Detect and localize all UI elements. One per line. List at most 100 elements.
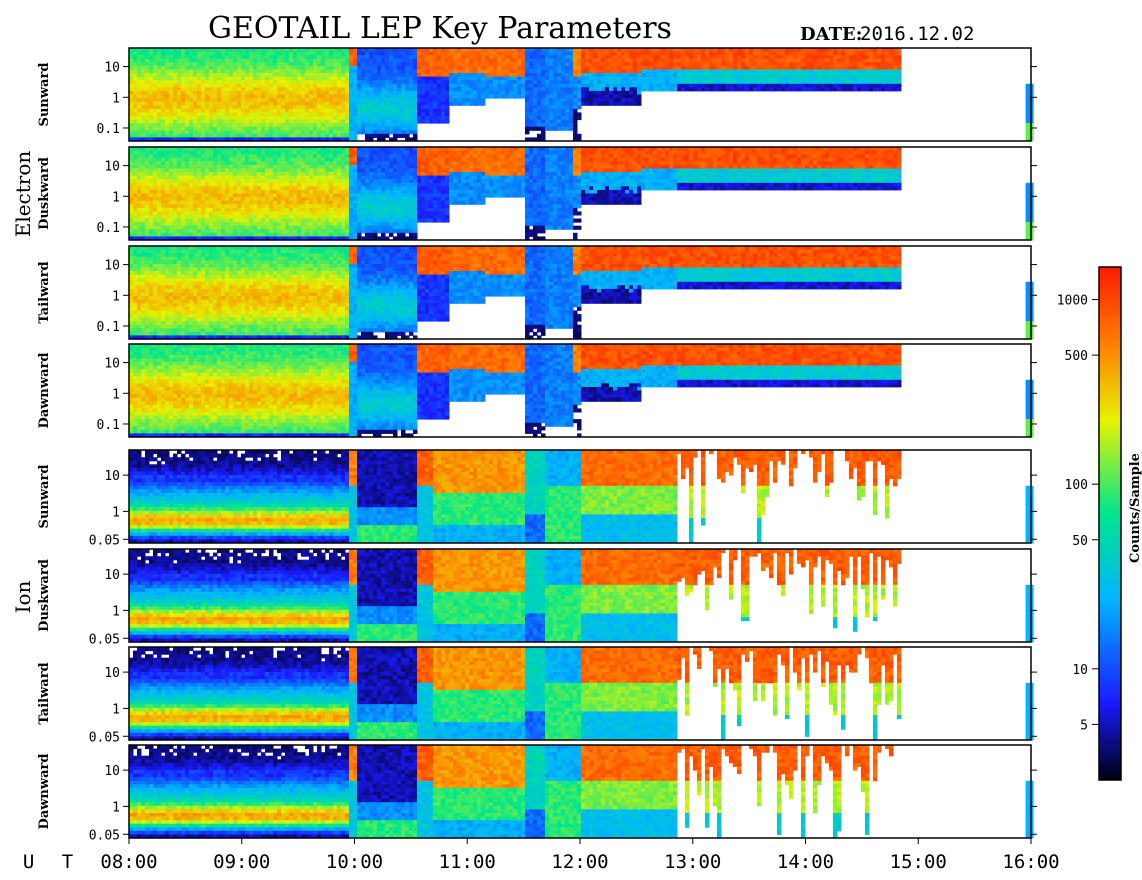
spectrogram-cell bbox=[161, 55, 166, 59]
spectrogram-cell bbox=[273, 109, 278, 113]
spectrogram-cell bbox=[141, 208, 146, 212]
spectrogram-cell bbox=[177, 229, 182, 233]
spectrogram-cell bbox=[413, 59, 418, 63]
spectrogram-cell bbox=[333, 102, 338, 106]
spectrogram-cell bbox=[273, 95, 278, 99]
spectrogram-cell bbox=[181, 116, 186, 120]
spectrogram-cell bbox=[513, 52, 518, 56]
spectrogram-cell bbox=[377, 55, 382, 59]
spectrogram-cell bbox=[165, 215, 170, 219]
spectrogram-cell bbox=[601, 95, 606, 99]
spectrogram-cell bbox=[625, 77, 630, 81]
spectrogram-cell bbox=[845, 66, 850, 70]
spectrogram-cell bbox=[493, 70, 498, 74]
spectrogram-cell bbox=[181, 201, 186, 205]
spectrogram-cell bbox=[253, 186, 258, 190]
spectrogram-cell bbox=[153, 77, 158, 81]
spectrogram-cell bbox=[401, 80, 406, 84]
spectrogram-cell bbox=[761, 73, 766, 77]
spectrogram-cell bbox=[561, 95, 566, 99]
spectrogram-cell bbox=[325, 102, 330, 106]
spectrogram-cell bbox=[297, 52, 302, 56]
spectrogram-cell bbox=[337, 127, 342, 131]
spectrogram-cell bbox=[209, 190, 214, 194]
spectrogram-cell bbox=[209, 183, 214, 187]
spectrogram-cell bbox=[417, 105, 422, 109]
spectrogram-cell bbox=[761, 52, 766, 56]
spectrogram-cell bbox=[225, 219, 230, 223]
spectrogram-cell bbox=[253, 73, 258, 77]
spectrogram-cell bbox=[449, 55, 454, 59]
spectrogram-cell bbox=[317, 77, 322, 81]
spectrogram-cell bbox=[841, 59, 846, 63]
spectrogram-cell bbox=[541, 77, 546, 81]
spectrogram-cell bbox=[853, 70, 858, 74]
spectrogram-cell bbox=[489, 87, 494, 91]
spectrogram-cell bbox=[293, 161, 298, 165]
spectrogram-cell bbox=[241, 233, 246, 237]
spectrogram-cell bbox=[205, 59, 210, 63]
spectrogram-cell bbox=[133, 183, 138, 187]
spectrogram-cell bbox=[297, 70, 302, 74]
spectrogram-cell bbox=[265, 95, 270, 99]
spectrogram-cell bbox=[377, 102, 382, 106]
spectrogram-cell bbox=[613, 98, 618, 102]
spectrogram-cell bbox=[681, 80, 686, 84]
spectrogram-cell bbox=[697, 52, 702, 56]
spectrogram-cell bbox=[221, 194, 226, 198]
spectrogram-cell bbox=[529, 80, 534, 84]
spectrogram-cell bbox=[449, 77, 454, 81]
spectrogram-cell bbox=[625, 87, 630, 91]
spectrogram-cell bbox=[197, 52, 202, 56]
spectrogram-cell bbox=[293, 211, 298, 215]
spectrogram-cell bbox=[161, 211, 166, 215]
spectrogram-cell bbox=[249, 172, 254, 176]
spectrogram-cell bbox=[277, 183, 282, 187]
spectrogram-cell bbox=[365, 120, 370, 124]
spectrogram-cell bbox=[301, 233, 306, 237]
spectrogram-cell bbox=[189, 215, 194, 219]
spectrogram-cell bbox=[245, 222, 250, 226]
spectrogram-cell bbox=[245, 190, 250, 194]
spectrogram-cell bbox=[133, 233, 138, 237]
spectrogram-cell bbox=[241, 151, 246, 155]
spectrogram-cell bbox=[173, 176, 178, 180]
spectrogram-cell bbox=[497, 62, 502, 66]
spectrogram-cell bbox=[861, 87, 866, 91]
spectrogram-cell bbox=[245, 208, 250, 212]
spectrogram-cell bbox=[713, 77, 718, 81]
spectrogram-cell bbox=[645, 77, 650, 81]
spectrogram-cell bbox=[185, 91, 190, 95]
spectrogram-cell bbox=[185, 211, 190, 215]
spectrogram-cell bbox=[817, 70, 822, 74]
spectrogram-cell bbox=[293, 59, 298, 63]
spectrogram-cell bbox=[265, 194, 270, 198]
spectrogram-cell bbox=[549, 70, 554, 74]
spectrogram-cell bbox=[465, 77, 470, 81]
spectrogram-cell bbox=[385, 123, 390, 127]
spectrogram-cell bbox=[357, 95, 362, 99]
spectrogram-cell bbox=[149, 161, 154, 165]
spectrogram-cell bbox=[789, 52, 794, 56]
spectrogram-cell bbox=[589, 80, 594, 84]
spectrogram-cell bbox=[233, 208, 238, 212]
spectrogram-cell bbox=[241, 84, 246, 88]
spectrogram-cell bbox=[817, 77, 822, 81]
spectrogram-cell bbox=[229, 208, 234, 212]
spectrogram-cell bbox=[333, 52, 338, 56]
spectrogram-cell bbox=[293, 91, 298, 95]
spectrogram-cell bbox=[393, 59, 398, 63]
spectrogram-cell bbox=[669, 87, 674, 91]
spectrogram-cell bbox=[133, 176, 138, 180]
spectrogram-cell bbox=[309, 190, 314, 194]
spectrogram-cell bbox=[705, 77, 710, 81]
spectrogram-cell bbox=[581, 95, 586, 99]
spectrogram-cell bbox=[325, 158, 330, 162]
spectrogram-cell bbox=[797, 84, 802, 88]
spectrogram-cell bbox=[261, 151, 266, 155]
spectrogram-cell bbox=[257, 87, 262, 91]
spectrogram-cell bbox=[525, 62, 530, 66]
spectrogram-cell bbox=[309, 123, 314, 127]
spectrogram-cell bbox=[313, 211, 318, 215]
spectrogram-cell bbox=[325, 87, 330, 91]
